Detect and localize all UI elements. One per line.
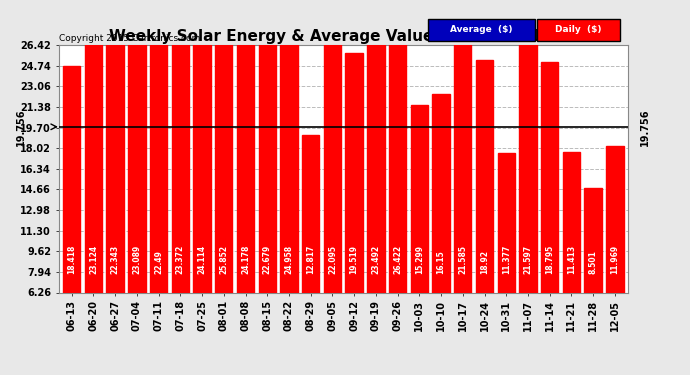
Title: Weekly Solar Energy & Average Value Sun Dec 6 16:17: Weekly Solar Energy & Average Value Sun … [108, 29, 578, 44]
Text: 18.92: 18.92 [480, 250, 489, 274]
Bar [541, 62, 558, 292]
Text: 12.817: 12.817 [306, 245, 315, 274]
Text: 24.178: 24.178 [241, 245, 250, 274]
Bar [128, 9, 146, 292]
Text: 24.114: 24.114 [197, 245, 206, 274]
Text: 23.124: 23.124 [89, 245, 98, 274]
Bar [497, 153, 515, 292]
Bar [584, 188, 602, 292]
Bar [63, 66, 80, 292]
Text: 11.969: 11.969 [611, 245, 620, 274]
Bar [150, 16, 167, 292]
Bar [259, 14, 276, 292]
Bar [454, 27, 471, 292]
Bar [215, 0, 233, 292]
Bar [237, 0, 254, 292]
Text: 25.852: 25.852 [219, 245, 228, 274]
Text: Copyright 2015 Cartronics.com: Copyright 2015 Cartronics.com [59, 34, 200, 43]
Bar [411, 105, 428, 292]
Text: 11.413: 11.413 [567, 245, 576, 274]
Text: 23.089: 23.089 [132, 245, 141, 274]
Text: 26.422: 26.422 [393, 245, 402, 274]
Bar [433, 94, 450, 292]
Text: 24.958: 24.958 [284, 245, 293, 274]
Text: 22.49: 22.49 [154, 250, 163, 274]
Bar [85, 9, 102, 292]
Bar [346, 53, 363, 292]
Text: 11.377: 11.377 [502, 245, 511, 274]
Text: 22.679: 22.679 [263, 245, 272, 274]
Bar [563, 152, 580, 292]
Text: 18.418: 18.418 [67, 245, 76, 274]
Bar [172, 6, 189, 292]
Bar [324, 21, 341, 292]
Bar [520, 27, 537, 292]
Text: 22.095: 22.095 [328, 245, 337, 274]
Bar [389, 0, 406, 292]
Text: 19.756: 19.756 [16, 108, 26, 146]
Text: Daily  ($): Daily ($) [555, 26, 602, 34]
Bar [193, 0, 210, 292]
Text: 18.795: 18.795 [545, 245, 554, 274]
Bar [302, 135, 319, 292]
Text: 23.372: 23.372 [176, 245, 185, 274]
Text: Average  ($): Average ($) [450, 26, 513, 34]
Text: 23.492: 23.492 [371, 245, 380, 274]
Bar [607, 146, 624, 292]
Text: 19.519: 19.519 [350, 245, 359, 274]
Bar [280, 0, 297, 292]
Bar [106, 18, 124, 292]
Text: 19.756: 19.756 [640, 108, 650, 146]
Text: 21.585: 21.585 [458, 245, 467, 274]
Text: 15.299: 15.299 [415, 245, 424, 274]
Text: 16.15: 16.15 [437, 251, 446, 274]
Text: 8.501: 8.501 [589, 250, 598, 274]
Text: 22.343: 22.343 [110, 245, 119, 274]
Text: 21.597: 21.597 [524, 245, 533, 274]
Bar [476, 60, 493, 292]
Bar [367, 4, 384, 292]
